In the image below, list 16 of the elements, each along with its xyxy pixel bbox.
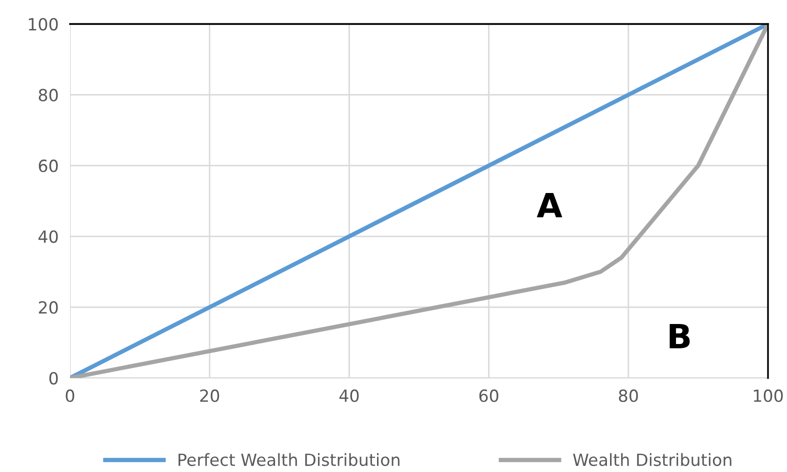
x-tick-label: 20 <box>200 389 220 402</box>
x-tick-label: 60 <box>479 389 498 402</box>
legend-label: Wealth Distribution <box>573 453 732 466</box>
y-tick-label: 20 <box>38 301 58 314</box>
x-tick-label: 80 <box>618 389 638 402</box>
y-tick-label: 80 <box>38 88 58 102</box>
x-tick-label: 40 <box>339 389 359 402</box>
annotation: B <box>670 324 690 348</box>
x-tick-label: 100 <box>754 389 783 402</box>
y-tick-label: 60 <box>38 160 58 172</box>
y-tick-label: 40 <box>38 230 58 243</box>
x-tick-label: 0 <box>66 389 74 402</box>
annotation: A <box>536 192 562 218</box>
legend-label: Perfect Wealth Distribution <box>178 453 400 466</box>
y-tick-label: 100 <box>28 18 58 31</box>
y-tick-label: 0 <box>49 372 58 385</box>
